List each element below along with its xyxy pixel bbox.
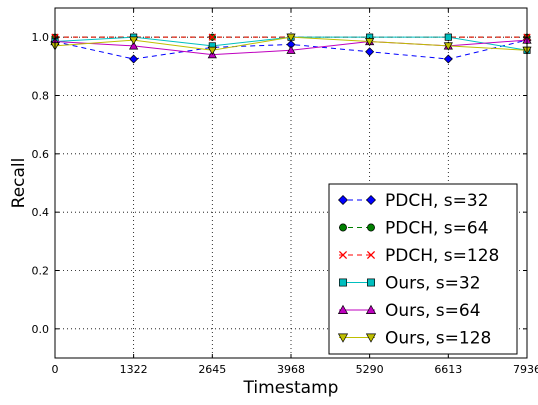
data-point [207, 46, 217, 56]
y-tick-label: 1.0 [32, 31, 50, 44]
series-layer [50, 33, 532, 64]
data-point [337, 333, 349, 343]
x-tick-label: 5290 [356, 363, 384, 376]
y-tick-label: 0.8 [32, 90, 50, 103]
data-point [129, 41, 139, 50]
data-point [129, 36, 139, 45]
y-tick-label: 0.2 [32, 265, 50, 278]
x-tick-label: 3968 [277, 363, 305, 376]
data-point [208, 33, 216, 41]
data-point [366, 250, 376, 260]
y-tick-label: 0.0 [32, 323, 50, 336]
data-point [339, 223, 347, 232]
legend-item: PDCH, s=64 [339, 219, 489, 239]
y-tick-label: 0.6 [32, 148, 50, 161]
x-tick-label: 2645 [198, 363, 226, 376]
series-ours-s-128 [50, 33, 532, 56]
x-tick-label: 0 [52, 363, 59, 376]
legend-label: Ours, s=64 [385, 301, 481, 321]
legend: PDCH, s=32 PDCH, s=64 PDCH, s=128 Ours, s=3… [328, 183, 518, 355]
data-point [337, 304, 349, 314]
data-point [339, 278, 347, 287]
legend-box [328, 183, 518, 355]
legend-item: PDCH, s=32 [338, 191, 489, 211]
x-tick-label: 7936 [513, 363, 538, 376]
data-point [365, 304, 377, 314]
y-tick-label: 0.4 [32, 206, 50, 219]
legend-label: PDCH, s=32 [385, 191, 489, 211]
legend-item: Ours, s=32 [339, 274, 481, 294]
data-point [367, 223, 375, 232]
legend-label: PDCH, s=128 [385, 246, 499, 266]
data-point [444, 33, 452, 41]
data-point [338, 250, 348, 260]
data-point [338, 195, 348, 205]
data-point [365, 37, 375, 47]
axis-ticks: 0 1322 2645 3968 5290 6613 7936 0.0 0.2 0.4 0.6 0.8… [32, 8, 538, 376]
legend-item: Ours, s=128 [337, 329, 491, 349]
data-point [443, 42, 453, 51]
legend-label: PDCH, s=64 [385, 219, 489, 239]
legend-item: Ours, s=64 [337, 301, 481, 321]
legend-label: Ours, s=32 [385, 274, 481, 294]
data-point [367, 278, 375, 287]
legend-label: Ours, s=128 [385, 329, 491, 349]
legend-item: PDCH, s=128 [338, 246, 499, 266]
data-point [365, 47, 375, 57]
data-point [365, 333, 377, 343]
data-point [286, 45, 296, 54]
x-tick-label: 6613 [434, 363, 462, 376]
y-axis-label: Recall [9, 158, 29, 209]
data-point [366, 195, 376, 205]
x-axis-label: Timestamp [243, 378, 339, 398]
data-point [443, 54, 453, 64]
data-point [286, 33, 296, 42]
data-point [129, 54, 139, 64]
x-tick-label: 1322 [120, 363, 148, 376]
